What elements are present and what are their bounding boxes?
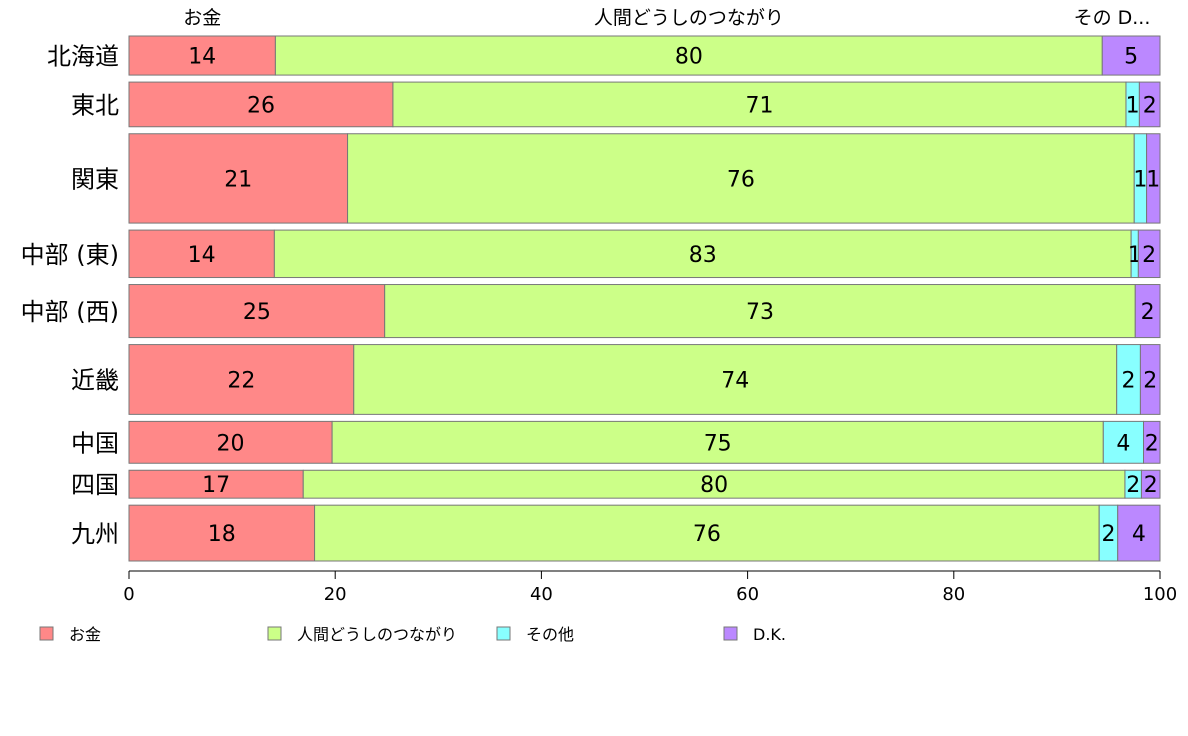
x-tick-label: 20 (324, 584, 347, 605)
legend: お金 人間どうしのつながり その他 D.K. (39, 625, 786, 644)
category-label: 四国 (71, 471, 119, 499)
data-label: 2 (1141, 300, 1155, 325)
bar-segment (331, 420, 1104, 464)
legend-label: D.K. (753, 625, 786, 644)
data-label: 83 (689, 243, 717, 268)
category-label: 中国 (71, 429, 119, 457)
bar-segment (1101, 35, 1161, 76)
category-label: 北海道 (47, 43, 119, 71)
data-label: 2 (1144, 473, 1158, 498)
data-label: 71 (745, 93, 773, 118)
data-label: 73 (746, 300, 774, 325)
data-label: 76 (727, 167, 755, 192)
x-axis: 0 20 40 60 80 100 (123, 570, 1177, 605)
data-label: 5 (1124, 45, 1138, 70)
bar-segment (1140, 469, 1161, 499)
bar-segment (1117, 504, 1161, 562)
data-label: 25 (243, 300, 271, 325)
legend-label: その他 (526, 625, 574, 644)
data-label: 2 (1145, 431, 1159, 456)
data-label: 22 (227, 368, 255, 393)
category-label: 関東 (71, 165, 119, 193)
legend-swatch (496, 626, 511, 641)
legend-swatch (39, 626, 54, 641)
data-label: 80 (700, 473, 728, 498)
bar-segment (1139, 344, 1161, 415)
bar-segment (128, 284, 386, 339)
data-label: 2 (1126, 473, 1140, 498)
data-label: 4 (1116, 431, 1130, 456)
data-label: 17 (202, 473, 230, 498)
data-label: 2 (1143, 93, 1157, 118)
bar-segment (384, 284, 1136, 339)
bar-segment (128, 420, 333, 464)
top-series-label: その D... (1074, 7, 1151, 29)
data-label: 2 (1101, 522, 1115, 547)
bar-segment (1146, 133, 1161, 224)
bar-segment (128, 344, 355, 415)
data-label: 2 (1142, 243, 1156, 268)
data-label: 4 (1132, 522, 1146, 547)
category-label: 中部 (西) (21, 298, 119, 326)
data-label: 14 (188, 45, 216, 70)
category-label: 中部 (東) (21, 241, 119, 269)
bar-segment (128, 133, 349, 224)
bar-segment (128, 35, 276, 76)
data-label: 14 (188, 243, 216, 268)
data-label: 21 (224, 167, 252, 192)
x-tick-label: 40 (530, 584, 553, 605)
category-label: 近畿 (71, 366, 119, 394)
bar-segment (274, 35, 1103, 76)
data-label: 1 (1133, 167, 1147, 192)
x-tick-label: 60 (736, 584, 759, 605)
bar-segment (1102, 420, 1145, 464)
bar-segment (1134, 284, 1161, 339)
data-label: 18 (208, 522, 236, 547)
data-label: 74 (721, 368, 749, 393)
data-label: 2 (1143, 368, 1157, 393)
x-tick-label: 100 (1143, 584, 1177, 605)
legend-swatch (267, 626, 282, 641)
legend-label: 人間どうしのつながり (297, 625, 457, 644)
bar-segment (347, 133, 1135, 224)
category-label: 九州 (71, 520, 119, 548)
bar-segment (273, 229, 1132, 279)
bar-segment (353, 344, 1118, 415)
x-tick-label: 80 (942, 584, 965, 605)
top-series-label: お金 (183, 7, 221, 29)
bar-segment (392, 81, 1127, 128)
data-label: 76 (693, 522, 721, 547)
legend-label: お金 (69, 625, 101, 644)
data-label: 1 (1146, 167, 1160, 192)
data-label: 20 (217, 431, 245, 456)
x-tick-label: 0 (123, 584, 134, 605)
top-labels: お金 人間どうしのつながり その D... (183, 7, 1150, 29)
data-label: 26 (247, 93, 275, 118)
bar-segment (1143, 420, 1161, 464)
bar-segment (1138, 81, 1161, 128)
bar-segment (1137, 229, 1161, 279)
category-label: 東北 (71, 91, 119, 119)
top-series-label: 人間どうしのつながり (594, 7, 784, 29)
data-label: 2 (1122, 368, 1136, 393)
data-label: 80 (675, 45, 703, 70)
data-label: 1 (1126, 93, 1140, 118)
data-label: 75 (704, 431, 732, 456)
bar-segment (128, 81, 394, 128)
legend-swatch (723, 626, 738, 641)
